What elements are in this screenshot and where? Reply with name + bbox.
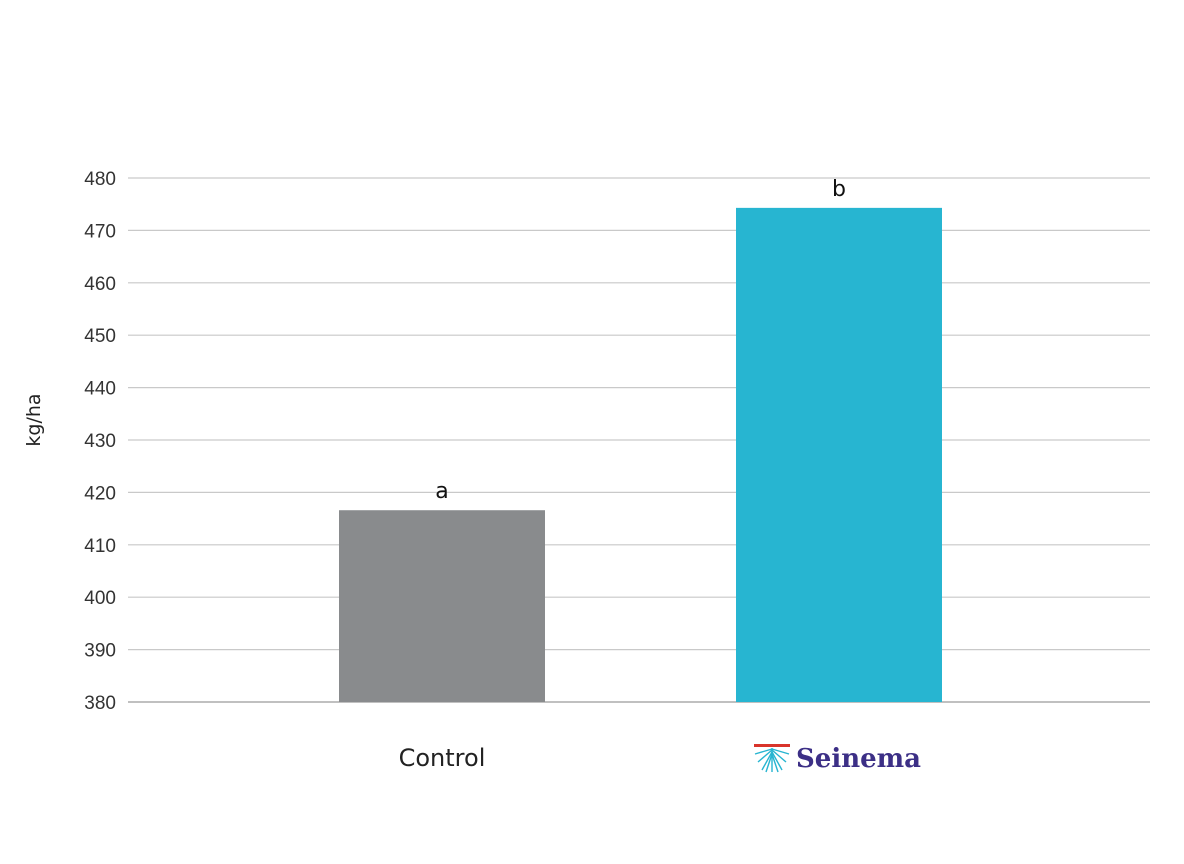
significance-label-control: a [435, 479, 448, 504]
bar-control [339, 510, 545, 702]
y-tick-label: 450 [84, 326, 116, 347]
y-tick-label: 460 [84, 274, 116, 295]
y-tick-label: 420 [84, 483, 116, 504]
bars [339, 207, 942, 703]
y-tick-label: 400 [84, 588, 116, 609]
significance-label-seinema: b [832, 177, 846, 202]
y-tick-label: 380 [84, 693, 116, 714]
y-tick-label: 430 [84, 431, 116, 452]
roots-icon [754, 744, 790, 773]
y-axis-ticks: 380 390 400 410 420 430 440 450 460 470 480 [84, 169, 116, 714]
y-axis-label: kg/ha [23, 393, 45, 446]
y-tick-label: 390 [84, 641, 116, 662]
bar-seinema [736, 207, 942, 703]
y-tick-label: 440 [84, 379, 116, 400]
x-tick-label-control: Control [399, 744, 486, 772]
gridlines [128, 177, 1150, 703]
y-tick-label: 470 [84, 221, 116, 242]
y-tick-label: 410 [84, 536, 116, 557]
x-tick-label-seinema: Seinema [796, 744, 921, 774]
seinema-logo: Seinema [754, 744, 921, 774]
data-labels: ab [435, 177, 846, 504]
y-tick-label: 480 [84, 169, 116, 190]
